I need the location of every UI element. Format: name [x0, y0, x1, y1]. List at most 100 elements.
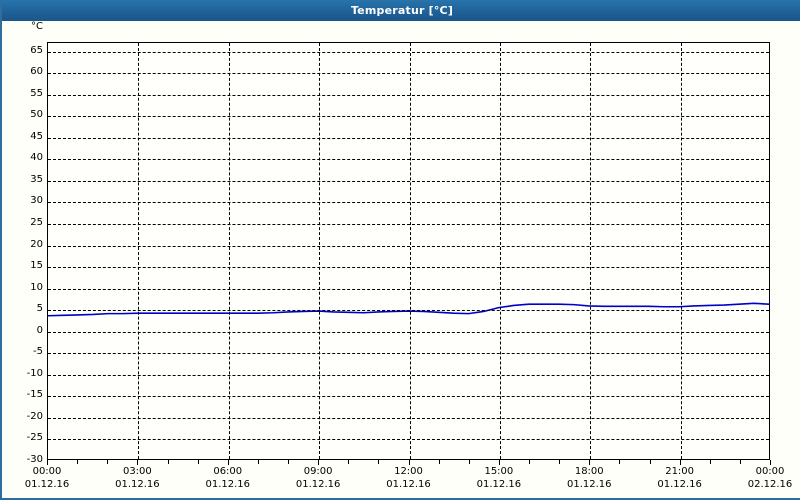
gridline-horizontal: [48, 331, 769, 333]
plot-area: [47, 42, 770, 460]
x-axis-major-tick: [137, 460, 139, 465]
gridline-horizontal: [48, 51, 769, 53]
y-axis-tick-label: 15: [30, 260, 43, 272]
y-axis-tick-label: -15: [26, 389, 43, 401]
y-axis-tick-label: 40: [30, 152, 43, 164]
x-axis-tick-time: 15:00: [484, 466, 514, 477]
x-axis-tick-time: 09:00: [303, 466, 333, 477]
x-axis-tick-group: 21:00 01.12.16: [640, 465, 720, 491]
x-axis-labels: 00:00 01.12.16 03:00 01.12.16 06:00 01.12.16 0…: [25, 465, 793, 497]
x-axis-minor-tick: [378, 460, 380, 464]
window-title-bar: Temperatur [°C]: [2, 0, 800, 21]
y-axis-tick-label: -20: [26, 410, 43, 422]
x-axis-minor-tick: [468, 460, 470, 464]
x-axis-tick-date: 01.12.16: [24, 479, 70, 490]
gridline-horizontal: [48, 374, 769, 376]
y-axis-tick-label: -5: [33, 346, 43, 358]
x-axis-minor-tick: [619, 460, 621, 464]
x-axis-tick-group: 03:00 01.12.16: [97, 465, 177, 491]
x-axis-tick-group: 12:00 01.12.16: [369, 465, 449, 491]
gridline-horizontal: [48, 180, 769, 182]
gridline-horizontal: [48, 202, 769, 204]
x-axis-minor-tick: [438, 460, 440, 464]
gridline-horizontal: [48, 94, 769, 96]
gridline-horizontal: [48, 439, 769, 441]
x-axis-tick-time: 18:00: [574, 466, 604, 477]
x-axis-minor-tick: [529, 460, 530, 464]
y-axis-tick-label: 25: [30, 216, 43, 228]
x-axis-tick-time: 00:00: [32, 466, 62, 477]
y-axis-tick-label: 0: [36, 324, 43, 336]
x-axis-tick-group: 00:00 02.12.16: [730, 465, 800, 491]
gridline-horizontal: [48, 159, 769, 161]
x-axis-tick-group: 18:00 01.12.16: [549, 465, 629, 491]
y-axis-unit-label: °C: [31, 21, 43, 32]
x-axis-major-tick: [498, 460, 500, 465]
x-axis-tick-date: 02.12.16: [747, 479, 793, 490]
x-axis-major-tick: [47, 460, 48, 465]
x-axis-minor-tick: [197, 460, 199, 464]
gridline-horizontal: [48, 310, 769, 312]
x-axis-tick-time: 06:00: [213, 466, 243, 477]
x-axis-tick-date: 01.12.16: [205, 479, 251, 490]
x-axis-minor-tick: [107, 460, 109, 464]
x-axis-minor-tick: [167, 460, 169, 464]
x-axis-minor-tick: [709, 460, 711, 464]
y-axis-tick-label: 30: [30, 195, 43, 207]
gridline-vertical: [680, 43, 682, 459]
x-axis-tick-time: 21:00: [665, 466, 695, 477]
x-axis-tick-group: 06:00 01.12.16: [188, 465, 268, 491]
x-axis-tick-group: 09:00 01.12.16: [278, 465, 358, 491]
gridline-vertical: [228, 43, 230, 459]
y-axis-tick-label: 45: [30, 130, 43, 142]
y-axis-tick-label: -10: [26, 367, 43, 379]
x-axis-minor-tick: [77, 460, 79, 464]
x-axis-major-tick: [770, 460, 771, 465]
x-axis-minor-tick: [257, 460, 259, 464]
gridline-vertical: [499, 43, 501, 459]
y-axis-tick-label: -30: [26, 454, 43, 465]
y-axis-labels: 65 60 55 50 45 40 35 30 25 20 15 10 5 0 -5 -10 -15 -20 -25…: [2, 42, 43, 464]
x-axis-tick-date: 01.12.16: [386, 479, 431, 490]
x-axis-tick-group: 00:00 01.12.16: [7, 465, 87, 491]
x-axis-major-tick: [318, 460, 320, 465]
x-axis-tick-group: 15:00 01.12.16: [459, 465, 539, 491]
gridline-vertical: [409, 43, 411, 459]
y-axis-tick-label: 65: [30, 44, 43, 56]
gridline-horizontal: [48, 116, 769, 118]
y-axis-tick-label: 10: [30, 281, 43, 293]
gridline-horizontal: [48, 396, 769, 398]
gridline-vertical: [138, 43, 140, 459]
gridline-horizontal: [48, 223, 769, 225]
x-axis-tick-date: 01.12.16: [566, 479, 612, 490]
y-axis-tick-label: -25: [26, 432, 43, 444]
gridline-horizontal: [48, 288, 769, 290]
x-axis-tick-date: 01.12.16: [295, 479, 341, 490]
x-axis-major-tick: [408, 460, 410, 465]
gridline-vertical: [319, 43, 321, 459]
x-axis-minor-tick: [739, 460, 741, 464]
gridline-horizontal: [48, 267, 769, 269]
gridline-horizontal: [48, 73, 769, 75]
gridline-horizontal: [48, 417, 769, 419]
gridline-horizontal: [48, 353, 769, 355]
gridline-horizontal: [48, 137, 769, 139]
x-axis-tick-date: 01.12.16: [657, 479, 702, 490]
gridline-horizontal: [48, 245, 769, 247]
x-axis-tick-date: 01.12.16: [115, 479, 160, 490]
x-axis-tick-time: 00:00: [755, 466, 785, 477]
x-axis-tick-date: 01.12.16: [476, 479, 522, 490]
y-axis-tick-label: 50: [30, 109, 43, 121]
gridline-vertical: [590, 43, 592, 459]
x-axis-minor-tick: [348, 460, 350, 464]
x-axis-minor-tick: [559, 460, 561, 464]
y-axis-tick-label: 55: [30, 87, 43, 99]
chart-canvas: °C 65 60 55 50 45 40 35 30 25 20 15 10 5 0 -5 -10 -15 -20…: [2, 21, 800, 498]
x-axis-minor-tick: [649, 460, 651, 464]
x-axis-tick-time: 12:00: [394, 466, 423, 477]
y-axis-tick-label: 5: [36, 303, 43, 315]
x-axis-tick-time: 03:00: [122, 466, 152, 477]
x-axis-minor-tick: [288, 460, 289, 464]
y-axis-tick-label: 60: [30, 66, 43, 78]
